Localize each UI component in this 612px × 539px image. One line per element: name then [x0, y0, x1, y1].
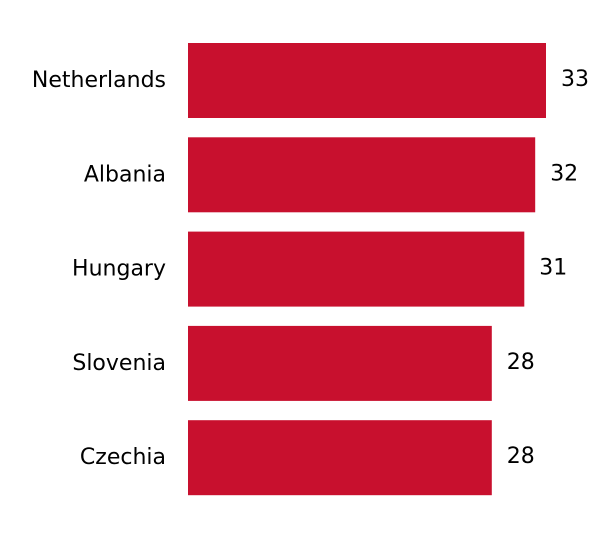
value-label: 32: [550, 161, 578, 186]
value-label: 31: [539, 256, 567, 281]
category-label: Albania: [84, 162, 166, 187]
bar-slovenia: [188, 325, 492, 401]
bar-albania: [188, 137, 536, 213]
category-label: Czechia: [80, 445, 166, 470]
category-label: Hungary: [72, 257, 166, 282]
category-label: Netherlands: [32, 68, 166, 93]
value-label: 33: [561, 67, 589, 92]
value-label: 28: [507, 444, 535, 469]
value-label: 28: [507, 350, 535, 375]
category-labels-group: Netherlands Albania Hungary Slovenia Czechia: [32, 68, 166, 470]
category-label: Slovenia: [72, 351, 166, 376]
bar-czechia: [188, 420, 492, 496]
bars-group: [188, 43, 546, 496]
bar-hungary: [188, 231, 525, 307]
value-labels-group: 33 32 31 28 28: [507, 67, 589, 469]
bar-netherlands: [188, 43, 546, 118]
